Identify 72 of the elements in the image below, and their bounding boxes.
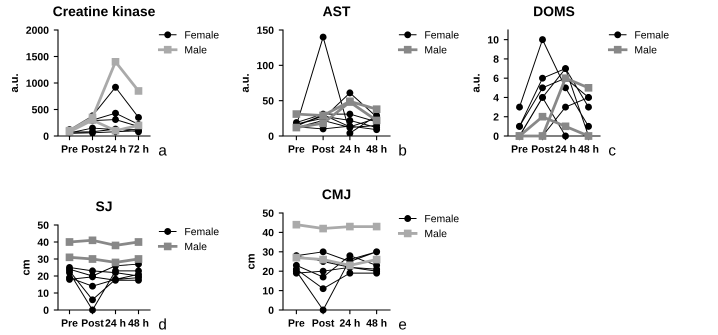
x-tick-label: 24 h xyxy=(340,145,360,153)
x-tick-label: 48 h xyxy=(366,145,386,153)
y-tick-label: 10 xyxy=(263,287,274,294)
text: d xyxy=(158,318,166,330)
y-tick-label: 100 xyxy=(257,62,274,70)
legend-label: Male xyxy=(425,230,446,238)
x-tick-label: Pre xyxy=(288,319,304,327)
y-axis-title: a.u. xyxy=(242,74,249,92)
legend-label: Male xyxy=(425,46,446,54)
chart-title: AST xyxy=(322,6,350,16)
y-tick-label: 0 xyxy=(268,306,274,314)
y-tick-label: 50 xyxy=(38,222,49,229)
x-tick-label: 24 h xyxy=(105,319,126,327)
legend-label: Female xyxy=(425,214,459,222)
chart-title: DOMS xyxy=(534,6,574,16)
x-tick-label: 72 h xyxy=(128,145,148,153)
text: a xyxy=(158,147,167,156)
chart-title: Creatine kinase xyxy=(53,6,155,16)
y-tick-label: 50 xyxy=(262,97,274,105)
y-tick-label: 0 xyxy=(44,132,49,140)
y-tick-label: 0 xyxy=(44,306,49,314)
x-tick-label: 48 h xyxy=(578,145,598,153)
y-tick-label: 1500 xyxy=(26,53,49,60)
y-tick-label: 10 xyxy=(38,290,49,297)
legend-label: Female xyxy=(635,30,669,39)
y-tick-label: 20 xyxy=(262,268,274,276)
legend-label: Female xyxy=(425,30,459,39)
x-tick-label: Pre xyxy=(288,145,304,153)
x-tick-label: 24 h xyxy=(105,145,126,153)
x-tick-label: Post xyxy=(82,145,104,153)
x-tick-label: 48 h xyxy=(128,319,148,327)
y-tick-label: 150 xyxy=(257,26,274,34)
x-tick-label: Post xyxy=(312,145,334,153)
text: e xyxy=(398,321,406,330)
y-axis-title: a.u. xyxy=(474,74,480,92)
chart-title: CMJ xyxy=(322,189,350,200)
y-tick-label: 2000 xyxy=(26,26,49,34)
x-tick-label: 24 h xyxy=(340,319,360,327)
y-tick-label: 40 xyxy=(262,228,274,236)
x-tick-label: 48 h xyxy=(366,319,386,327)
x-tick-label: Pre xyxy=(512,145,528,153)
y-tick-label: 2 xyxy=(494,113,499,120)
chart-title: SJ xyxy=(96,201,112,212)
x-tick-label: 24 h xyxy=(555,145,576,153)
x-tick-label: Post xyxy=(312,319,334,327)
y-axis-title: a.u. xyxy=(12,74,18,92)
y-tick-label: 0 xyxy=(268,132,274,140)
x-tick-label: Pre xyxy=(62,145,78,153)
x-tick-label: Post xyxy=(532,145,554,153)
y-tick-label: 20 xyxy=(38,272,49,280)
y-tick-label: 10 xyxy=(488,36,499,44)
text: b xyxy=(399,144,406,156)
y-tick-label: 30 xyxy=(38,256,49,263)
x-tick-label: Post xyxy=(82,319,104,327)
y-tick-label: 1000 xyxy=(26,80,49,87)
legend-label: Female xyxy=(185,30,219,39)
y-tick-label: 0 xyxy=(494,132,499,140)
legend-label: Female xyxy=(185,228,219,236)
y-axis-title: cm xyxy=(24,260,30,276)
x-tick-label: Pre xyxy=(62,319,78,327)
legend-label: Male xyxy=(185,242,206,250)
legend-label: Male xyxy=(185,46,206,54)
legend-label: Male xyxy=(635,46,656,54)
y-tick-label: 4 xyxy=(493,94,499,102)
text: c xyxy=(608,147,616,156)
y-tick-label: 40 xyxy=(38,238,49,246)
y-tick-label: 30 xyxy=(262,248,274,256)
y-tick-label: 50 xyxy=(262,210,274,217)
y-tick-label: 6 xyxy=(494,74,499,82)
y-axis-title: cm xyxy=(248,254,255,270)
y-tick-label: 8 xyxy=(494,55,499,63)
y-tick-label: 500 xyxy=(32,106,49,114)
